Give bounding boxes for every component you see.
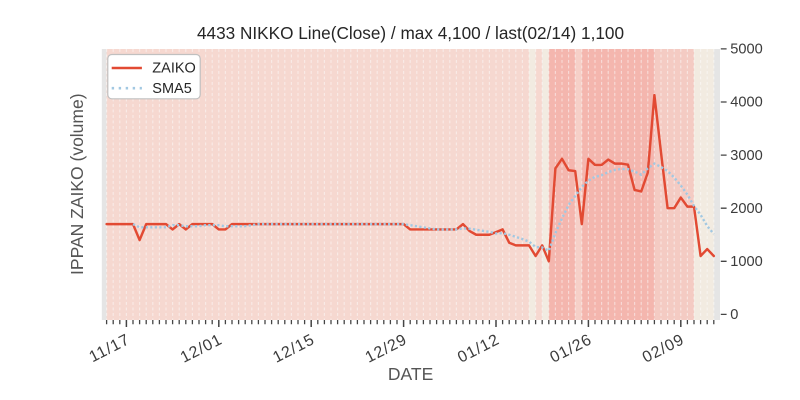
svg-text:4433 NIKKO Line(Close) / max 4: 4433 NIKKO Line(Close) / max 4,100 / las…	[197, 23, 624, 43]
svg-text:2000: 2000	[730, 201, 762, 217]
svg-text:3000: 3000	[730, 148, 762, 164]
svg-text:02/09: 02/09	[640, 331, 687, 366]
svg-text:5000: 5000	[730, 42, 762, 58]
svg-text:01/12: 01/12	[455, 331, 502, 366]
svg-text:11/17: 11/17	[87, 331, 133, 366]
svg-text:0: 0	[730, 307, 738, 323]
svg-text:DATE: DATE	[388, 364, 433, 384]
svg-text:12/01: 12/01	[178, 331, 225, 366]
svg-text:4000: 4000	[730, 95, 762, 111]
svg-text:ZAIKO: ZAIKO	[152, 61, 196, 77]
svg-text:12/15: 12/15	[270, 331, 317, 366]
svg-text:IPPAN ZAIKO (volume): IPPAN ZAIKO (volume)	[67, 93, 87, 275]
svg-text:12/29: 12/29	[363, 331, 410, 366]
svg-text:01/26: 01/26	[548, 331, 595, 366]
svg-text:1000: 1000	[730, 254, 762, 270]
svg-text:SMA5: SMA5	[152, 81, 192, 97]
